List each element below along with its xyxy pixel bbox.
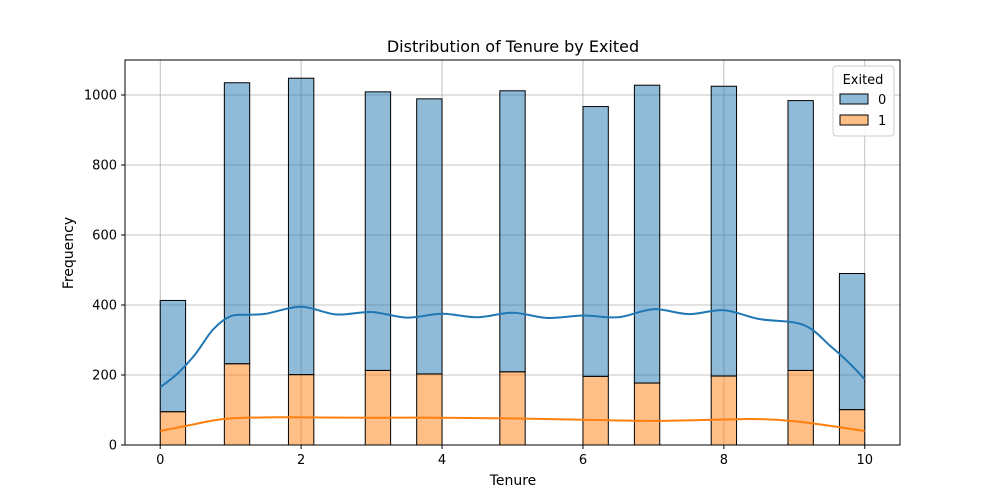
x-tick-label: 0 xyxy=(156,453,164,468)
bar-exited-0 xyxy=(159,299,187,413)
x-tick-label: 4 xyxy=(438,453,446,468)
y-tick-label: 400 xyxy=(92,299,117,314)
bar-exited-1 xyxy=(223,363,251,446)
bar-exited-0 xyxy=(787,100,814,371)
y-tick-label: 1000 xyxy=(84,89,117,104)
kde-line-1 xyxy=(160,416,865,432)
kde-curves xyxy=(159,305,866,432)
legend: Exited 0 1 xyxy=(832,65,895,137)
legend-label-0: 0 xyxy=(878,93,886,108)
kde-line-0 xyxy=(159,305,866,389)
y-tick-label: 0 xyxy=(109,439,117,454)
x-tick-label: 2 xyxy=(297,453,305,468)
bar-exited-0 xyxy=(416,98,443,375)
bar-exited-1 xyxy=(416,373,443,446)
bar-exited-0 xyxy=(364,91,392,371)
bar-exited-0 xyxy=(633,84,661,384)
bar-exited-1 xyxy=(287,374,315,446)
bar-exited-0 xyxy=(710,85,738,377)
bar-group xyxy=(159,77,866,446)
legend-swatch-0 xyxy=(839,93,869,105)
chart-title: Distribution of Tenure by Exited xyxy=(387,37,639,56)
y-tick-label: 600 xyxy=(92,229,117,244)
bar-exited-0 xyxy=(582,106,609,377)
y-axis-label: Frequency xyxy=(61,217,77,289)
bar-exited-0 xyxy=(838,273,866,411)
x-tick-label: 6 xyxy=(579,453,587,468)
legend-swatch-1 xyxy=(839,114,869,126)
x-tick-label: 10 xyxy=(856,453,873,468)
bar-exited-0 xyxy=(499,90,526,373)
x-tick-label: 8 xyxy=(720,453,728,468)
y-tick-label: 800 xyxy=(92,159,117,174)
legend-title: Exited xyxy=(843,73,884,88)
bar-exited-1 xyxy=(582,375,609,446)
bar-exited-1 xyxy=(364,369,392,446)
bar-exited-0 xyxy=(223,82,251,365)
bar-exited-0 xyxy=(287,77,315,376)
y-tick-label: 200 xyxy=(92,369,117,384)
axis-ticks: 0 2 4 6 8 10 0 200 400 600 800 1000 xyxy=(84,89,873,469)
x-axis-label: Tenure xyxy=(489,473,537,489)
bar-exited-1 xyxy=(710,375,738,446)
legend-label-1: 1 xyxy=(878,114,886,129)
bar-exited-1 xyxy=(787,369,814,446)
plot-frame xyxy=(124,59,901,446)
bar-exited-1 xyxy=(499,371,526,446)
bar-exited-1 xyxy=(633,382,661,446)
